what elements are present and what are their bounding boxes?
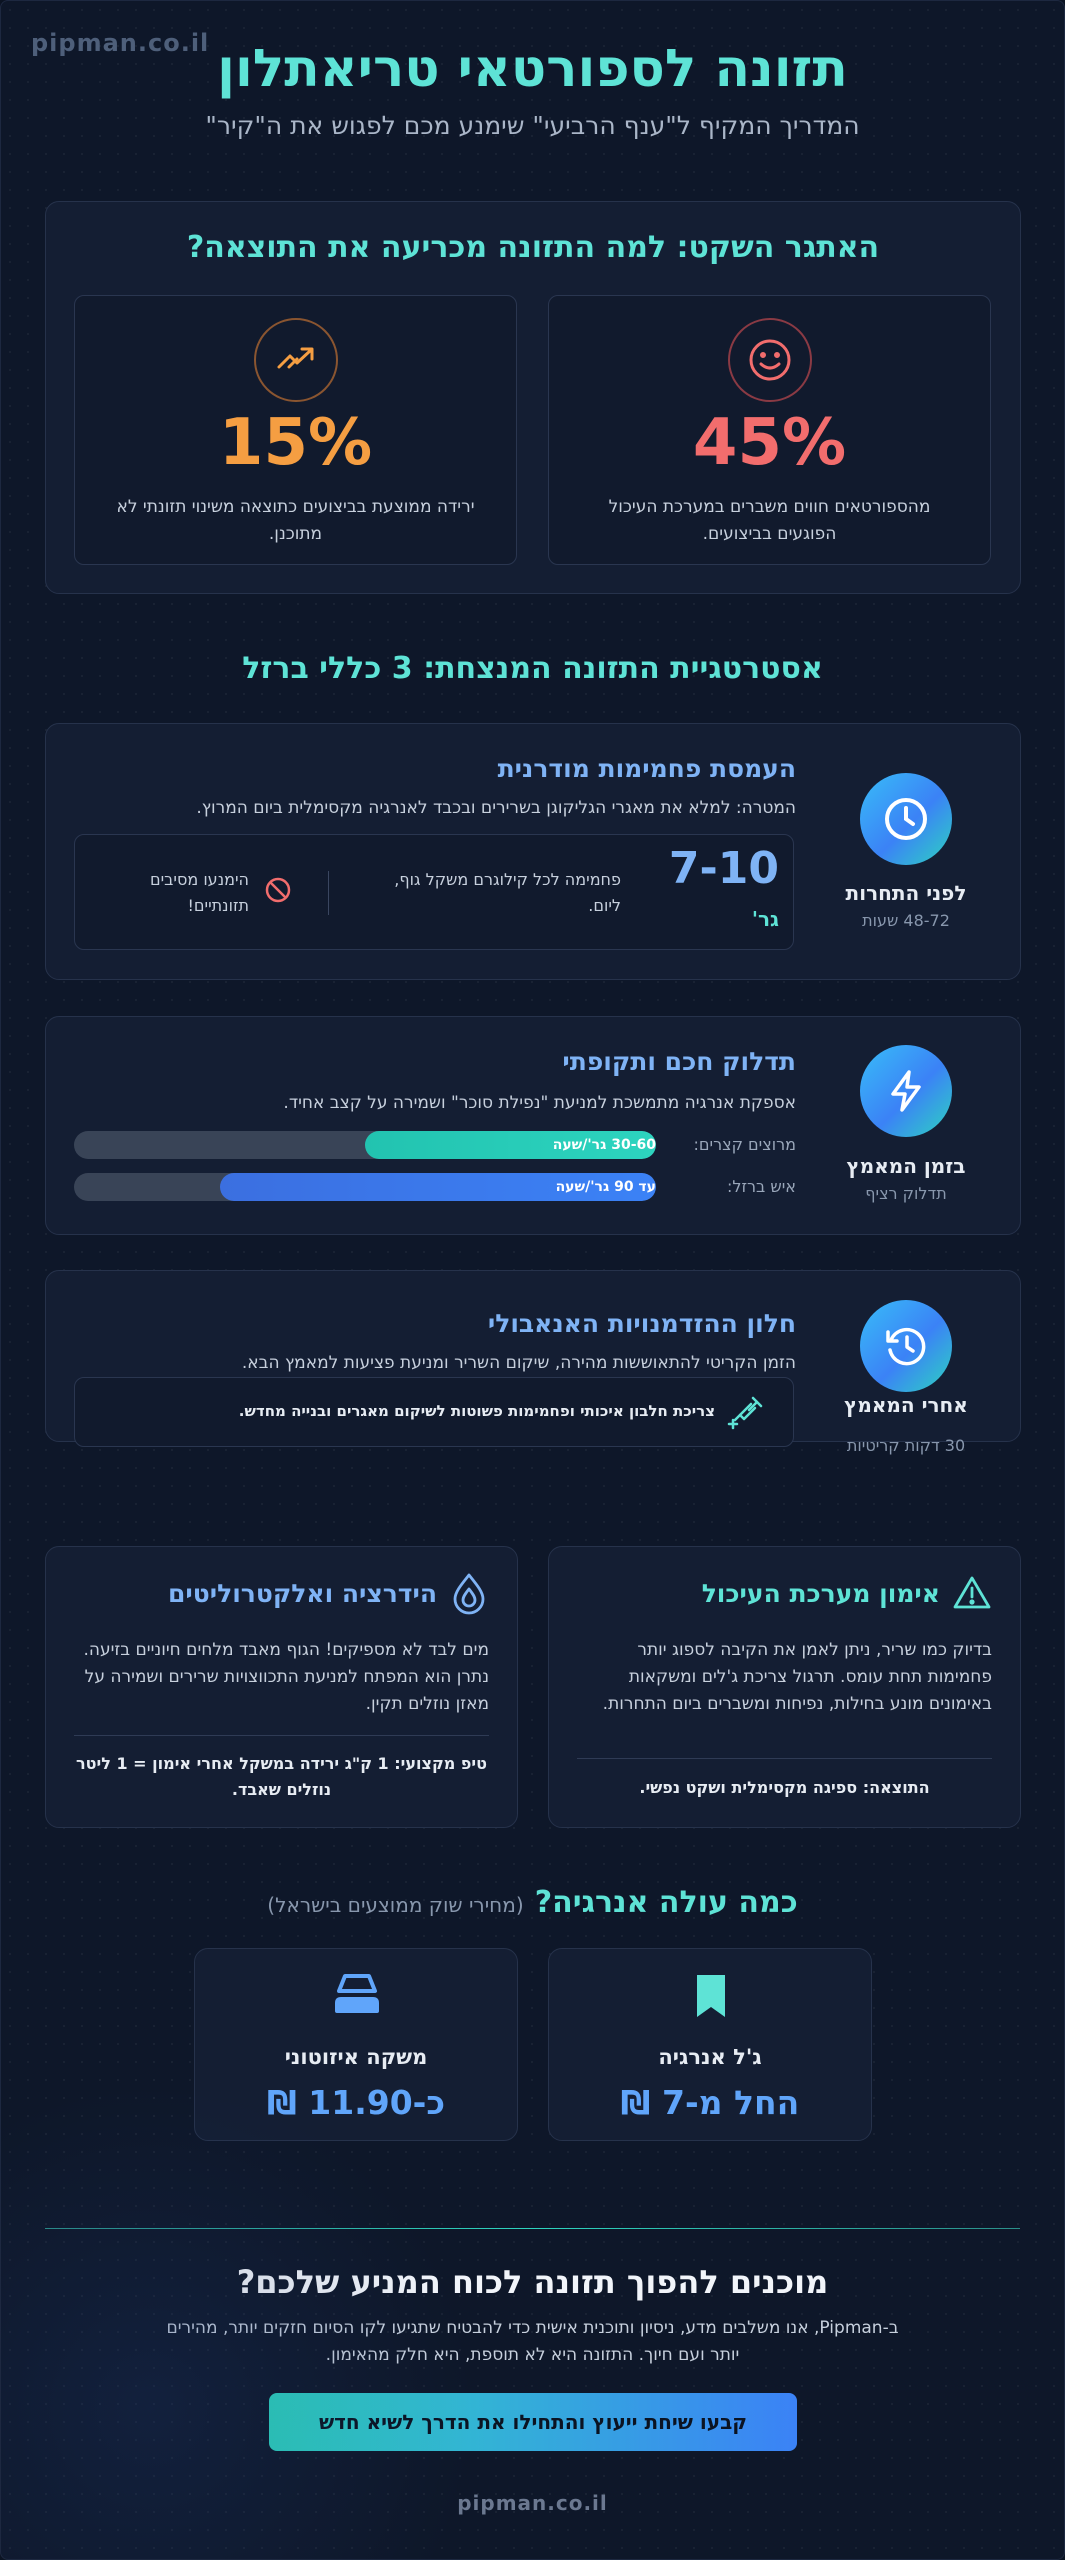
info-tip: טיפ מקצועי: 1 ק"ג ירידה במשקל אחרי אימון… [75, 1754, 487, 1799]
challenge-title: האתגר השקט: למה התזונה מכריעה את התוצאה? [186, 230, 880, 265]
info-divider [577, 1758, 992, 1759]
stat-value: 15% [218, 406, 373, 480]
carb-value-text: פחמימה לכל קילוגרם משקל גוף, ליום. [394, 870, 621, 915]
panel-separator [328, 871, 329, 915]
strategy-block-after: אחרי המאמץ 30 דקות קריטיות חלון ההזדמנוי… [45, 1270, 1021, 1455]
page-title: תזונה לספורטאי טריאתלון [217, 39, 848, 99]
bookmark-icon [693, 1971, 729, 2025]
brand-logo-bottom: pipman.co.il [457, 2491, 608, 2515]
price-card-isotonic: משקה איזוטוני כ-11.90 ₪ [194, 1948, 518, 2141]
syringe-icon [727, 1394, 765, 1436]
price-name: משקה איזוטוני [284, 2045, 428, 2069]
recovery-note-panel: צריכת חלבון איכותי ופחמימות פשוטות לשיקו… [74, 1377, 794, 1447]
stat-description: מהספורטאים חווים משברים במערכת העיכול הפ… [608, 497, 931, 545]
cta-button[interactable]: קבעו שיחת ייעוץ והתחילו את הדרך לשיא חדש [269, 2393, 797, 2451]
trend-icon [254, 318, 338, 402]
carb-value: 7-10 [668, 843, 779, 894]
stat-description: ירידה ממוצעת בביצועים כתוצאה משינוי תזונ… [116, 497, 475, 545]
bolt-icon [860, 1045, 952, 1137]
info-tip: התוצאה: ספיגה מקסימלית ושקט נפשי. [639, 1778, 930, 1797]
block-title: העמסת פחמימות מודרנית [497, 754, 796, 783]
price-value: כ-11.90 ₪ [266, 2083, 446, 2122]
stat-card-15: 15% ירידה ממוצעת בביצועים כתוצאה משינוי … [74, 295, 517, 565]
block-description: אספקת אנרגיה מתמשכת למניעת "נפילת סוכר" … [283, 1093, 796, 1113]
strategy-block-before: לפני התחרות 48-72 שעות העמסת פחמימות מוד… [45, 723, 1021, 980]
bar-name-short: מרוצים קצרים: [693, 1135, 797, 1154]
block-description: הזמן הקריטי להתאוששות מהירה, שיקום השריר… [241, 1353, 796, 1373]
bar-name-ironman: איש ברזל: [727, 1177, 796, 1196]
bar-fill-ironman: עד 90 גר'/שעה [219, 1173, 656, 1201]
block-title: חלון ההזדמנויות האנאבולי [487, 1309, 796, 1338]
cta-title: מוכנים להפוך תזונה לכוח המניע שלכם? [236, 2263, 829, 2301]
prices-note: (מחירי שוק ממוצעים בישראל) [267, 1893, 524, 1917]
bottle-icon [331, 1971, 383, 2029]
strategy-block-during: בזמן המאמץ תדלוק רציף תדלוק חכם ותקופתי … [45, 1016, 1021, 1235]
ban-icon [263, 875, 293, 909]
block-side-title: בזמן המאמץ [846, 1154, 966, 1178]
brand-logo-top: pipman.co.il [31, 29, 210, 57]
recovery-note: צריכת חלבון איכותי ופחמימות פשוטות לשיקו… [238, 1402, 715, 1420]
strategy-title: אסטרטגיית התזונה המנצחת: 3 כללי ברזל [242, 651, 823, 686]
info-title: הידרציה ואלקטרוליטים [167, 1579, 437, 1608]
cta-text-line: יותר ועם חיוך. התזונה היא לא תוספת, היא … [325, 2345, 740, 2366]
carb-loading-panel: 7-10 גר' פחמימה לכל קילוגרם משקל גוף, לי… [74, 834, 794, 950]
info-divider [74, 1735, 489, 1736]
info-text: בדיוק כמו שריר, ניתן לאמן את הקיבה לספוג… [602, 1640, 992, 1715]
fiber-warning-text: הימנעו מסיבים תזונתיים! [149, 870, 249, 915]
bar-label: 30-60 גר'/שעה [552, 1137, 656, 1153]
history-icon [860, 1300, 952, 1392]
bar-track-short: 30-60 גר'/שעה [74, 1131, 656, 1159]
info-title: אימון מערכת העיכול [701, 1579, 940, 1608]
page-subtitle: המדריך המקיף ל"ענף הרביעי" שימנע מכם לפג… [205, 111, 860, 140]
stat-value: 45% [692, 406, 847, 480]
clock-icon [860, 773, 952, 865]
warning-icon [952, 1573, 992, 1617]
challenge-card: האתגר השקט: למה התזונה מכריעה את התוצאה?… [45, 201, 1021, 594]
cta-text-line: ב-Pipman, אנו משלבים מדע, ניסיון ותוכנית… [166, 2318, 899, 2338]
block-side-subtitle: תדלוק רציף [865, 1184, 947, 1203]
bar-label: עד 90 גר'/שעה [555, 1179, 656, 1195]
face-icon [728, 318, 812, 402]
info-card-gut-training: אימון מערכת העיכול בדיוק כמו שריר, ניתן … [548, 1546, 1021, 1828]
prices-title: כמה עולה אנרגיה? [534, 1885, 798, 1920]
drop-icon [449, 1571, 489, 1619]
price-card-gel: ג'ל אנרגיה החל מ-7 ₪ [548, 1948, 872, 2141]
block-side-subtitle: 48-72 שעות [862, 911, 950, 930]
block-title: תדלוק חכם ותקופתי [562, 1047, 796, 1076]
block-side-title: אחרי המאמץ [844, 1393, 968, 1417]
price-value: החל מ-7 ₪ [620, 2083, 800, 2122]
info-text: מים לבד לא מספיקים! הגוף מאבד מלחים חיונ… [83, 1640, 489, 1715]
stat-card-45: 45% מהספורטאים חווים משברים במערכת העיכו… [548, 295, 991, 565]
info-card-hydration: הידרציה ואלקטרוליטים מים לבד לא מספיקים!… [45, 1546, 518, 1828]
bar-track-ironman: עד 90 גר'/שעה [74, 1173, 656, 1201]
price-name: ג'ל אנרגיה [658, 2045, 762, 2069]
block-description: המטרה: למלא את מאגרי הגליקוגן בשרירים וב… [196, 798, 796, 818]
carb-unit: גר' [751, 907, 779, 931]
cta-text: ב-Pipman, אנו משלבים מדע, ניסיון ותוכנית… [101, 2315, 964, 2369]
cta-separator [45, 2228, 1020, 2229]
prices-heading: כמה עולה אנרגיה? (מחירי שוק ממוצעים בישר… [1, 1885, 1064, 1920]
block-side-title: לפני התחרות [845, 881, 967, 905]
block-side-subtitle: 30 דקות קריטיות [846, 1436, 966, 1455]
bar-fill-short: 30-60 גר'/שעה [365, 1131, 656, 1159]
